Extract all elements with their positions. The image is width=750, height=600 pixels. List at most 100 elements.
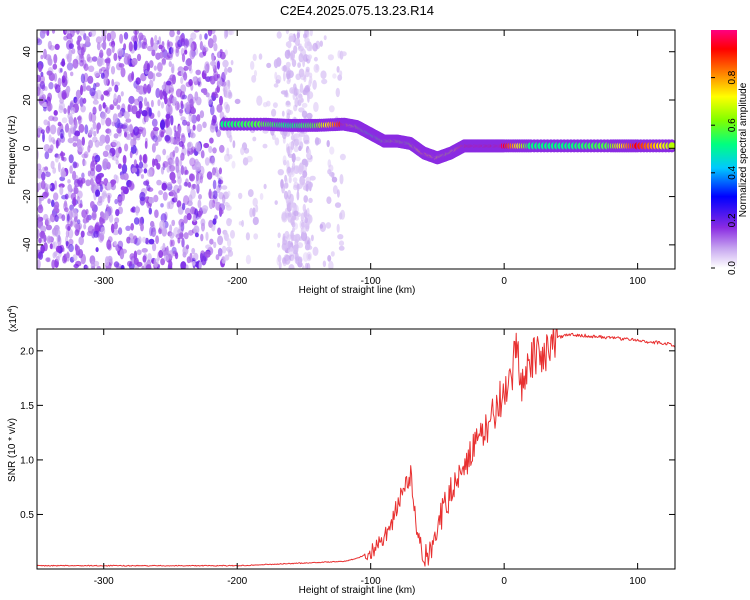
noise-speckle <box>98 104 102 112</box>
noise-speckle <box>306 207 310 217</box>
noise-speckle <box>123 32 129 40</box>
noise-speckle <box>328 260 334 269</box>
noise-speckle <box>225 254 229 261</box>
noise-speckle <box>190 102 194 108</box>
noise-speckle <box>114 198 119 205</box>
noise-speckle <box>38 251 44 260</box>
noise-speckle <box>281 211 288 221</box>
noise-speckle <box>140 174 144 179</box>
svg-text:(x104): (x104) <box>7 305 19 332</box>
noise-speckle <box>288 175 292 184</box>
noise-speckle <box>169 159 175 166</box>
noise-speckle <box>124 143 129 152</box>
noise-speckle <box>168 260 173 269</box>
noise-speckle <box>90 201 95 209</box>
noise-speckle <box>252 216 259 226</box>
snr-y-label: SNR (10 * v/v) <box>7 418 18 482</box>
noise-speckle <box>100 226 106 236</box>
y-tick-label: 0 <box>22 145 33 151</box>
noise-speckle <box>100 72 105 79</box>
noise-speckle <box>119 124 126 129</box>
noise-speckle <box>195 172 199 182</box>
noise-speckle <box>273 59 279 69</box>
noise-speckle <box>319 40 323 47</box>
noise-speckle <box>80 84 83 96</box>
noise-speckle <box>50 160 55 170</box>
noise-speckle <box>286 79 291 85</box>
noise-speckle <box>338 245 345 251</box>
noise-speckle <box>259 193 264 200</box>
noise-speckle <box>284 174 288 183</box>
noise-speckle <box>337 50 342 59</box>
noise-speckle <box>336 223 340 233</box>
noise-speckle <box>277 242 281 248</box>
noise-speckle <box>83 63 89 71</box>
noise-speckle <box>294 37 301 46</box>
noise-speckle <box>296 183 300 192</box>
noise-speckle <box>53 110 58 116</box>
noise-speckle <box>322 260 327 268</box>
noise-speckle <box>108 87 112 92</box>
noise-speckle <box>304 37 310 43</box>
noise-speckle <box>196 114 201 122</box>
noise-speckle <box>55 245 61 253</box>
noise-speckle <box>40 54 44 60</box>
colorbar-gradient <box>711 30 737 268</box>
noise-speckle <box>330 251 335 257</box>
colorbar-tick-label: 0.4 <box>727 165 738 179</box>
noise-speckle <box>93 230 99 238</box>
noise-speckle <box>135 163 139 169</box>
noise-speckle <box>96 42 101 51</box>
noise-speckle <box>87 65 95 73</box>
noise-speckle <box>297 133 302 144</box>
noise-speckle <box>292 184 298 191</box>
snr-multiplier-base: (x10 <box>8 312 19 332</box>
noise-speckle <box>189 128 194 138</box>
noise-speckle <box>43 119 49 126</box>
noise-speckle <box>247 189 254 198</box>
noise-speckle <box>302 59 305 68</box>
noise-speckle <box>46 102 53 112</box>
noise-speckle <box>285 61 291 68</box>
noise-speckle <box>59 186 64 196</box>
noise-speckle <box>151 118 158 128</box>
noise-speckle <box>222 59 229 68</box>
noise-speckle <box>178 224 185 233</box>
noise-speckle <box>189 252 193 263</box>
noise-speckle <box>125 118 132 123</box>
noise-speckle <box>215 254 220 261</box>
noise-speckle <box>168 250 174 260</box>
noise-speckle <box>255 204 259 213</box>
noise-speckle <box>79 179 83 189</box>
noise-speckle <box>286 70 291 80</box>
noise-speckle <box>178 232 184 240</box>
noise-speckle <box>290 50 295 61</box>
noise-speckle <box>128 41 133 52</box>
noise-speckle <box>331 176 338 183</box>
noise-speckle <box>94 139 100 148</box>
noise-speckle <box>180 152 185 161</box>
noise-speckle <box>109 30 116 40</box>
noise-speckle <box>222 194 226 205</box>
colorbar-tick-label: 0.0 <box>727 261 738 275</box>
noise-speckle <box>185 81 192 88</box>
noise-speckle <box>44 151 50 160</box>
noise-speckle <box>218 167 222 175</box>
noise-speckle <box>45 125 51 134</box>
noise-speckle <box>126 236 131 244</box>
noise-speckle <box>276 31 282 39</box>
snr-multiplier-close: ) <box>8 305 19 308</box>
noise-speckle <box>150 99 154 108</box>
noise-speckle <box>169 30 175 38</box>
noise-speckle <box>107 57 111 64</box>
noise-speckle <box>203 65 208 74</box>
noise-speckle <box>111 139 119 147</box>
noise-speckle <box>148 197 155 204</box>
noise-speckle <box>190 206 196 215</box>
noise-speckle <box>152 126 159 132</box>
noise-speckle <box>160 203 164 208</box>
noise-speckle <box>217 227 222 236</box>
noise-speckle <box>162 148 167 156</box>
noise-speckle <box>110 141 117 148</box>
noise-speckle <box>305 66 310 73</box>
